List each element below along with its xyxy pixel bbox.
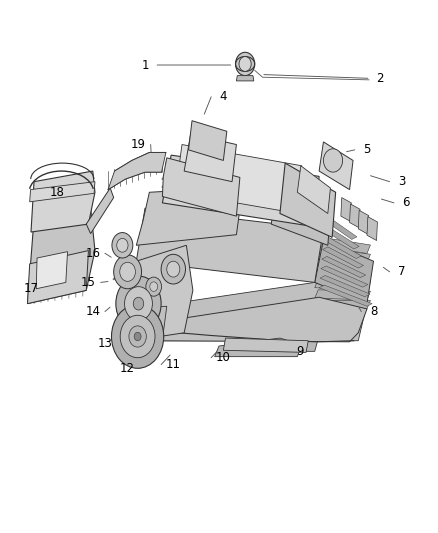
Polygon shape <box>141 297 367 342</box>
Polygon shape <box>132 282 367 341</box>
Polygon shape <box>325 218 357 239</box>
Polygon shape <box>315 279 371 290</box>
Polygon shape <box>237 76 254 81</box>
Polygon shape <box>315 301 371 309</box>
Circle shape <box>150 282 158 292</box>
Polygon shape <box>315 237 371 254</box>
Polygon shape <box>30 182 95 202</box>
Polygon shape <box>108 152 166 190</box>
Polygon shape <box>132 245 193 341</box>
Circle shape <box>112 232 133 258</box>
Circle shape <box>116 276 161 331</box>
Polygon shape <box>162 158 240 216</box>
Polygon shape <box>319 142 353 190</box>
Polygon shape <box>232 330 319 351</box>
Circle shape <box>167 261 180 277</box>
Text: 12: 12 <box>120 362 135 375</box>
Text: 16: 16 <box>85 247 100 260</box>
Polygon shape <box>315 258 371 272</box>
Polygon shape <box>125 301 157 330</box>
Polygon shape <box>341 198 351 221</box>
Circle shape <box>129 326 146 347</box>
Polygon shape <box>323 237 361 259</box>
Polygon shape <box>134 306 167 341</box>
Text: 8: 8 <box>370 305 377 318</box>
Text: 5: 5 <box>363 143 371 156</box>
Polygon shape <box>136 187 243 245</box>
Polygon shape <box>28 208 95 304</box>
Circle shape <box>114 255 141 289</box>
Polygon shape <box>315 240 374 304</box>
Text: 4: 4 <box>219 90 227 103</box>
Polygon shape <box>31 171 95 232</box>
Polygon shape <box>350 204 360 228</box>
Text: 10: 10 <box>216 351 231 364</box>
Polygon shape <box>36 252 67 289</box>
Polygon shape <box>315 247 371 263</box>
Circle shape <box>120 316 155 358</box>
Circle shape <box>239 56 251 71</box>
Polygon shape <box>280 163 336 237</box>
Polygon shape <box>297 166 330 214</box>
Circle shape <box>120 262 135 281</box>
Text: 9: 9 <box>296 345 303 358</box>
Polygon shape <box>358 211 369 234</box>
Text: 14: 14 <box>85 305 100 318</box>
Polygon shape <box>271 168 332 245</box>
Polygon shape <box>184 134 237 182</box>
Circle shape <box>124 287 152 320</box>
Polygon shape <box>223 338 308 352</box>
Circle shape <box>133 297 144 310</box>
Circle shape <box>134 332 141 341</box>
Text: 15: 15 <box>81 276 96 289</box>
Polygon shape <box>215 338 302 357</box>
Polygon shape <box>315 290 371 300</box>
Polygon shape <box>315 269 371 281</box>
Text: 6: 6 <box>403 196 410 209</box>
Polygon shape <box>322 256 366 278</box>
Polygon shape <box>322 247 364 268</box>
Polygon shape <box>86 188 114 233</box>
Polygon shape <box>319 285 372 306</box>
Circle shape <box>236 52 254 76</box>
Polygon shape <box>324 228 359 249</box>
Circle shape <box>323 149 343 172</box>
Text: 11: 11 <box>166 358 181 371</box>
Text: 17: 17 <box>24 282 39 295</box>
Text: 18: 18 <box>49 186 64 199</box>
Circle shape <box>112 305 164 368</box>
Text: 1: 1 <box>141 59 149 71</box>
Polygon shape <box>28 251 88 304</box>
Polygon shape <box>136 208 323 282</box>
Polygon shape <box>320 276 370 297</box>
Text: 2: 2 <box>376 72 384 85</box>
Polygon shape <box>132 245 188 309</box>
Polygon shape <box>188 120 227 160</box>
Polygon shape <box>321 266 368 287</box>
Text: 3: 3 <box>398 175 406 188</box>
Text: 13: 13 <box>98 337 113 350</box>
Text: 7: 7 <box>398 265 406 278</box>
Circle shape <box>117 238 128 252</box>
Polygon shape <box>162 155 319 227</box>
Circle shape <box>161 254 185 284</box>
Circle shape <box>146 277 162 296</box>
Text: 19: 19 <box>131 138 146 151</box>
Polygon shape <box>367 216 378 240</box>
Polygon shape <box>176 144 302 214</box>
